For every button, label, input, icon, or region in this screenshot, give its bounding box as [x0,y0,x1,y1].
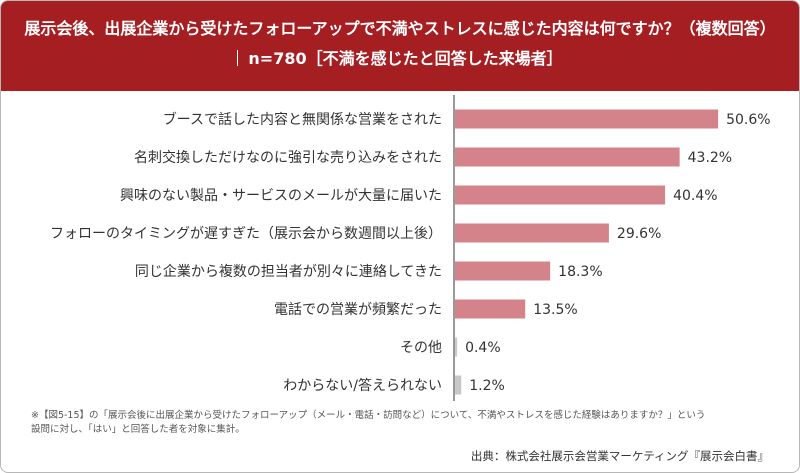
category-label: 興味のない製品・サービスのメールが大量に届いた [120,188,442,204]
chart-header: 展示会後、出展企業から受けたフォローアップで不満やストレスに感じた内容は何ですか… [1,1,799,91]
source-credit: 出典：株式会社展示会営業マーケティング『展示会白書』 [470,449,769,463]
value-label: 13.5% [533,302,577,318]
bar [455,223,609,243]
value-label: 40.4% [673,188,717,204]
value-label: 29.6% [617,226,661,242]
chart-subtitle: n=780［不満を感じたと回答した来場者］ [248,49,563,68]
bar [455,337,458,357]
category-label: 電話での営業が頻繁だった [274,301,442,318]
bar [455,299,526,319]
category-label: フォローのタイミングが遅すぎた（展示会から数週間以上後） [50,226,442,242]
subtitle-separator [237,50,239,66]
bar [455,185,666,205]
category-label: 同じ企業から複数の担当者が別々に連絡してきた [135,263,442,280]
value-label: 50.6% [726,112,770,128]
category-label: わからない/答えられない [283,377,442,394]
footnote-line-2: 設問に対し、「はい」と回答した者を対象に集計。 [31,424,245,435]
bar-chart: ブースで話した内容と無関係な営業をされた 50.6% 名刺交換しただけなのに強引な売… [50,95,771,401]
value-label: 1.2% [469,378,505,394]
chart-subtitle-row: n=780［不満を感じたと回答した来場者］ [1,45,799,69]
value-label: 18.3% [558,264,602,280]
value-label: 0.4% [465,340,501,356]
bar [455,147,680,167]
category-label: 名刺交換しただけなのに強引な売り込みをされた [134,149,442,166]
bar [455,261,551,281]
category-label: その他 [400,340,442,356]
bar [455,109,719,129]
category-label: ブースで話した内容と無関係な営業をされた [163,111,442,128]
footnote: ※【図5-15】の「展示会後に出展企業から受けたフォローアップ（メール・電話・訪… [31,409,771,437]
footnote-line-1: ※【図5-15】の「展示会後に出展企業から受けたフォローアップ（メール・電話・訪… [31,410,706,421]
bar [455,375,462,395]
chart-title: 展示会後、出展企業から受けたフォローアップで不満やストレスに感じた内容は何ですか… [24,19,776,38]
value-label: 43.2% [688,150,732,166]
